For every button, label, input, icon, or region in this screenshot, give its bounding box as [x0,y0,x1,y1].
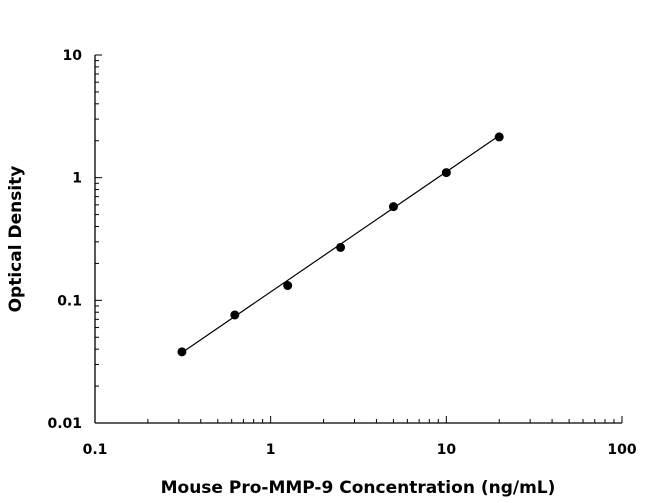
data-point [494,132,504,142]
data-point [336,242,346,252]
ticks [94,54,623,424]
y-tick-label: 0.01 [47,416,82,432]
data-points [177,132,504,357]
data-point [441,168,451,178]
data-point [230,310,240,320]
y-tick-label: 1 [72,171,82,187]
x-axis-title: Mouse Pro-MMP-9 Concentration (ng/mL) [161,478,556,498]
x-tick-label: 0.1 [83,442,108,458]
data-point [177,347,187,357]
data-point [388,202,398,212]
axes [94,55,622,424]
y-tick-label: 0.1 [57,293,82,309]
x-tick-label: 1 [266,442,276,458]
x-tick-label: 10 [437,442,457,458]
data-point [283,281,293,291]
x-tick-label: 100 [607,442,636,458]
y-axis-title: Optical Density [6,166,26,313]
y-tick-label: 10 [63,48,83,64]
